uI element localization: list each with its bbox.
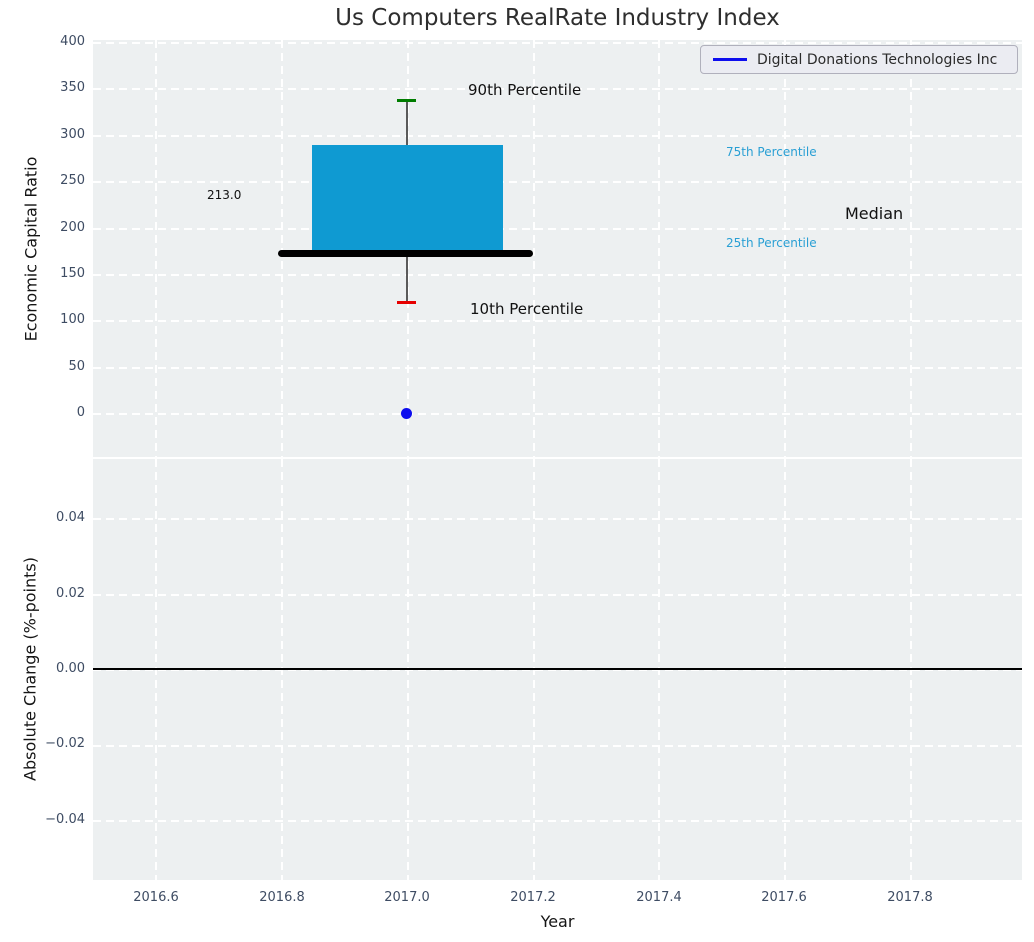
gridline-vertical xyxy=(910,40,912,457)
xtick-label: 2017.6 xyxy=(761,890,807,905)
gridline-horizontal xyxy=(93,820,1022,822)
xtick-label: 2017.8 xyxy=(887,890,933,905)
ytick-label: 0.04 xyxy=(56,510,85,525)
gridline-vertical xyxy=(281,40,283,457)
ytick-label: 250 xyxy=(60,173,85,188)
ytick-label: 400 xyxy=(60,34,85,49)
p90-whisker-cap xyxy=(397,99,416,102)
ytick-label: 350 xyxy=(60,80,85,95)
top-y-axis-label: Economic Capital Ratio xyxy=(21,156,41,342)
annotation-75th-percentile: 75th Percentile xyxy=(726,145,817,159)
ytick-label: 100 xyxy=(60,312,85,327)
gridline-horizontal xyxy=(93,594,1022,596)
ytick-label: −0.02 xyxy=(45,736,85,751)
gridline-horizontal xyxy=(93,181,1022,183)
xtick-label: 2016.8 xyxy=(259,890,305,905)
annotation-25th-percentile: 25th Percentile xyxy=(726,236,817,250)
ytick-label: 0.02 xyxy=(56,586,85,601)
ytick-label: 200 xyxy=(60,220,85,235)
legend-line-sample xyxy=(713,58,747,61)
gridline-horizontal xyxy=(93,228,1022,230)
interquartile-box xyxy=(312,145,503,250)
zero-reference-line xyxy=(93,668,1022,670)
xtick-label: 2016.6 xyxy=(133,890,179,905)
ytick-label: 0 xyxy=(76,405,85,420)
gridline-horizontal xyxy=(93,42,1022,44)
ytick-label: 300 xyxy=(60,127,85,142)
gridline-vertical xyxy=(155,40,157,457)
chart-title: Us Computers RealRate Industry Index xyxy=(335,5,780,31)
ytick-label: 150 xyxy=(60,266,85,281)
gridline-horizontal xyxy=(93,274,1022,276)
xtick-label: 2017.4 xyxy=(636,890,682,905)
annotation-90th-percentile: 90th Percentile xyxy=(468,81,582,99)
annotation-10th-percentile: 10th Percentile xyxy=(470,300,584,318)
gridline-horizontal xyxy=(93,367,1022,369)
gridline-vertical xyxy=(658,40,660,457)
gridline-horizontal xyxy=(93,413,1022,415)
bottom-y-axis-label: Absolute Change (%-points) xyxy=(20,557,40,781)
series-data-point xyxy=(401,408,412,419)
legend: Digital Donations Technologies Inc xyxy=(700,45,1018,74)
ytick-label: −0.04 xyxy=(45,812,85,827)
ytick-label: 50 xyxy=(68,359,85,374)
gridline-horizontal xyxy=(93,669,1022,671)
xtick-label: 2017.0 xyxy=(384,890,430,905)
gridline-horizontal xyxy=(93,745,1022,747)
gridline-horizontal xyxy=(93,88,1022,90)
median-line xyxy=(278,250,533,257)
median-value-label: 213.0 xyxy=(207,188,242,202)
gridline-vertical xyxy=(533,40,535,457)
top-plot-area: 90th Percentile 10th Percentile 75th Per… xyxy=(93,40,1022,457)
gridline-horizontal xyxy=(93,320,1022,322)
p10-whisker-cap xyxy=(397,301,416,304)
annotation-median: Median xyxy=(845,204,904,223)
gridline-vertical xyxy=(784,40,786,457)
bottom-plot-area xyxy=(93,459,1022,880)
x-axis-label: Year xyxy=(540,912,575,931)
legend-label: Digital Donations Technologies Inc xyxy=(757,51,998,68)
gridline-horizontal xyxy=(93,518,1022,520)
gridline-horizontal xyxy=(93,135,1022,137)
xtick-label: 2017.2 xyxy=(510,890,556,905)
ytick-label: 0.00 xyxy=(56,661,85,676)
